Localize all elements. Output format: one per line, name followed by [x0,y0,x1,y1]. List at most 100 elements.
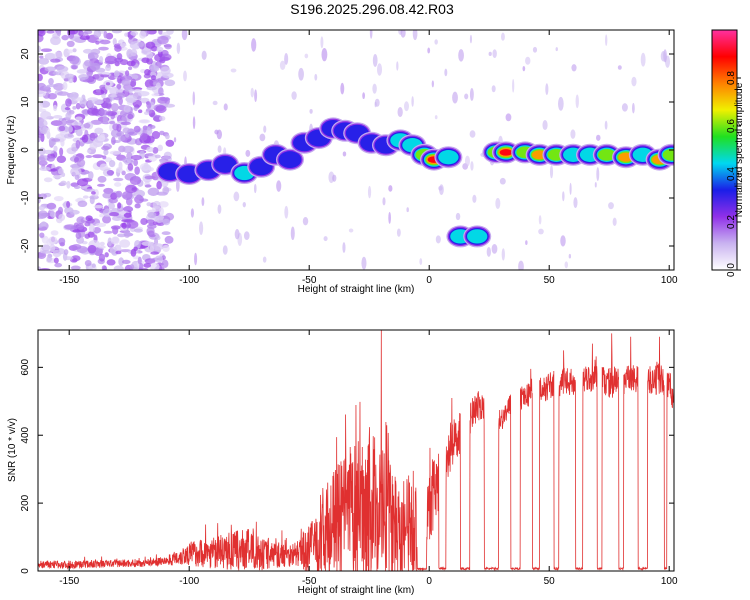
background-speckle [525,56,531,65]
background-speckle [190,208,194,218]
background-speckle [222,245,228,255]
background-speckle [545,83,549,96]
noise-speckle [162,218,171,226]
noise-speckle [76,158,86,168]
noise-speckle [75,102,81,110]
noise-speckle [155,216,165,223]
noise-speckle [57,91,70,96]
noise-speckle [80,31,89,36]
noise-speckle [159,56,170,61]
noise-speckle [106,259,116,266]
noise-speckle [53,145,58,152]
background-speckle [216,129,223,140]
noise-speckle [44,52,56,61]
noise-speckle [141,50,148,54]
noise-speckle [133,125,141,133]
noise-speckle [114,61,120,67]
noise-speckle [144,69,151,76]
background-speckle [455,212,461,221]
noise-speckle [49,243,56,253]
background-speckle [284,205,289,219]
noise-speckle [126,60,136,67]
ridge-mark [662,148,674,161]
background-speckle [562,191,565,202]
noise-speckle [71,244,82,250]
noise-speckle [39,55,44,59]
noise-speckle [50,120,63,127]
background-speckle [201,197,205,207]
background-speckle [491,243,498,254]
noise-speckle [98,46,109,51]
snr-ytick-label: 400 [20,426,31,443]
background-speckle [397,107,403,118]
background-speckle [304,53,309,59]
noise-speckle [88,52,94,58]
noise-speckle [94,127,104,135]
background-speckle [439,184,444,196]
noise-speckle [106,169,115,176]
noise-speckle [53,104,58,112]
snr-series-line [38,330,674,571]
noise-speckle [157,144,164,152]
noise-speckle [38,30,46,37]
noise-speckle [66,40,75,48]
ridge-mark [213,155,237,173]
background-speckle [400,30,406,38]
noise-speckle [124,32,129,37]
spectrogram-xtick-label: 100 [661,275,678,286]
background-speckle [594,182,597,188]
background-speckle [469,34,473,44]
background-speckle [291,91,297,100]
background-speckle [230,68,237,73]
noise-speckle [64,106,71,111]
noise-speckle [156,235,161,241]
noise-speckle [87,244,97,254]
snr-ylabel: SNR (10 * v/v) [7,418,18,482]
snr-frame [37,329,675,572]
background-speckle [340,82,345,95]
noise-speckle [46,84,59,88]
noise-speckle [144,184,152,188]
noise-speckle [52,115,63,119]
spectrogram-plot-area [38,30,674,270]
background-speckle [595,134,601,141]
noise-speckle [95,222,107,228]
background-speckle [570,129,576,139]
background-speckle [263,125,267,133]
noise-speckle [58,125,66,132]
noise-speckle [105,111,118,117]
background-speckle [608,202,614,210]
ridge-mark [467,229,488,244]
noise-speckle [79,35,90,41]
noise-speckle [124,88,135,92]
noise-speckle [111,216,122,222]
noise-speckle [53,174,63,179]
background-speckle [470,161,474,171]
noise-speckle [63,256,74,261]
noise-speckle [139,132,148,141]
noise-speckle [75,128,83,137]
noise-speckle [149,262,160,270]
noise-speckle [121,79,131,86]
colorbar-tick-label: 0.4 [726,167,737,181]
noise-speckle [86,149,92,154]
noise-speckle [145,219,155,224]
noise-speckle [111,30,122,34]
background-speckle [411,96,414,107]
noise-speckle [46,30,55,34]
background-speckle [444,68,448,77]
noise-speckle [40,221,47,227]
background-speckle [183,70,187,82]
snr-xtick-label: -150 [59,576,79,587]
colorbar-label: Normalized spectral amplitude [734,82,745,217]
noise-speckle [50,36,61,46]
noise-speckle [134,203,141,209]
noise-speckle [120,121,131,126]
background-speckle [199,221,204,236]
noise-speckle [118,135,126,142]
noise-speckle [123,229,131,238]
noise-speckle [61,34,69,41]
noise-speckle [156,46,164,53]
noise-speckle [156,181,162,190]
noise-speckle [102,215,112,224]
